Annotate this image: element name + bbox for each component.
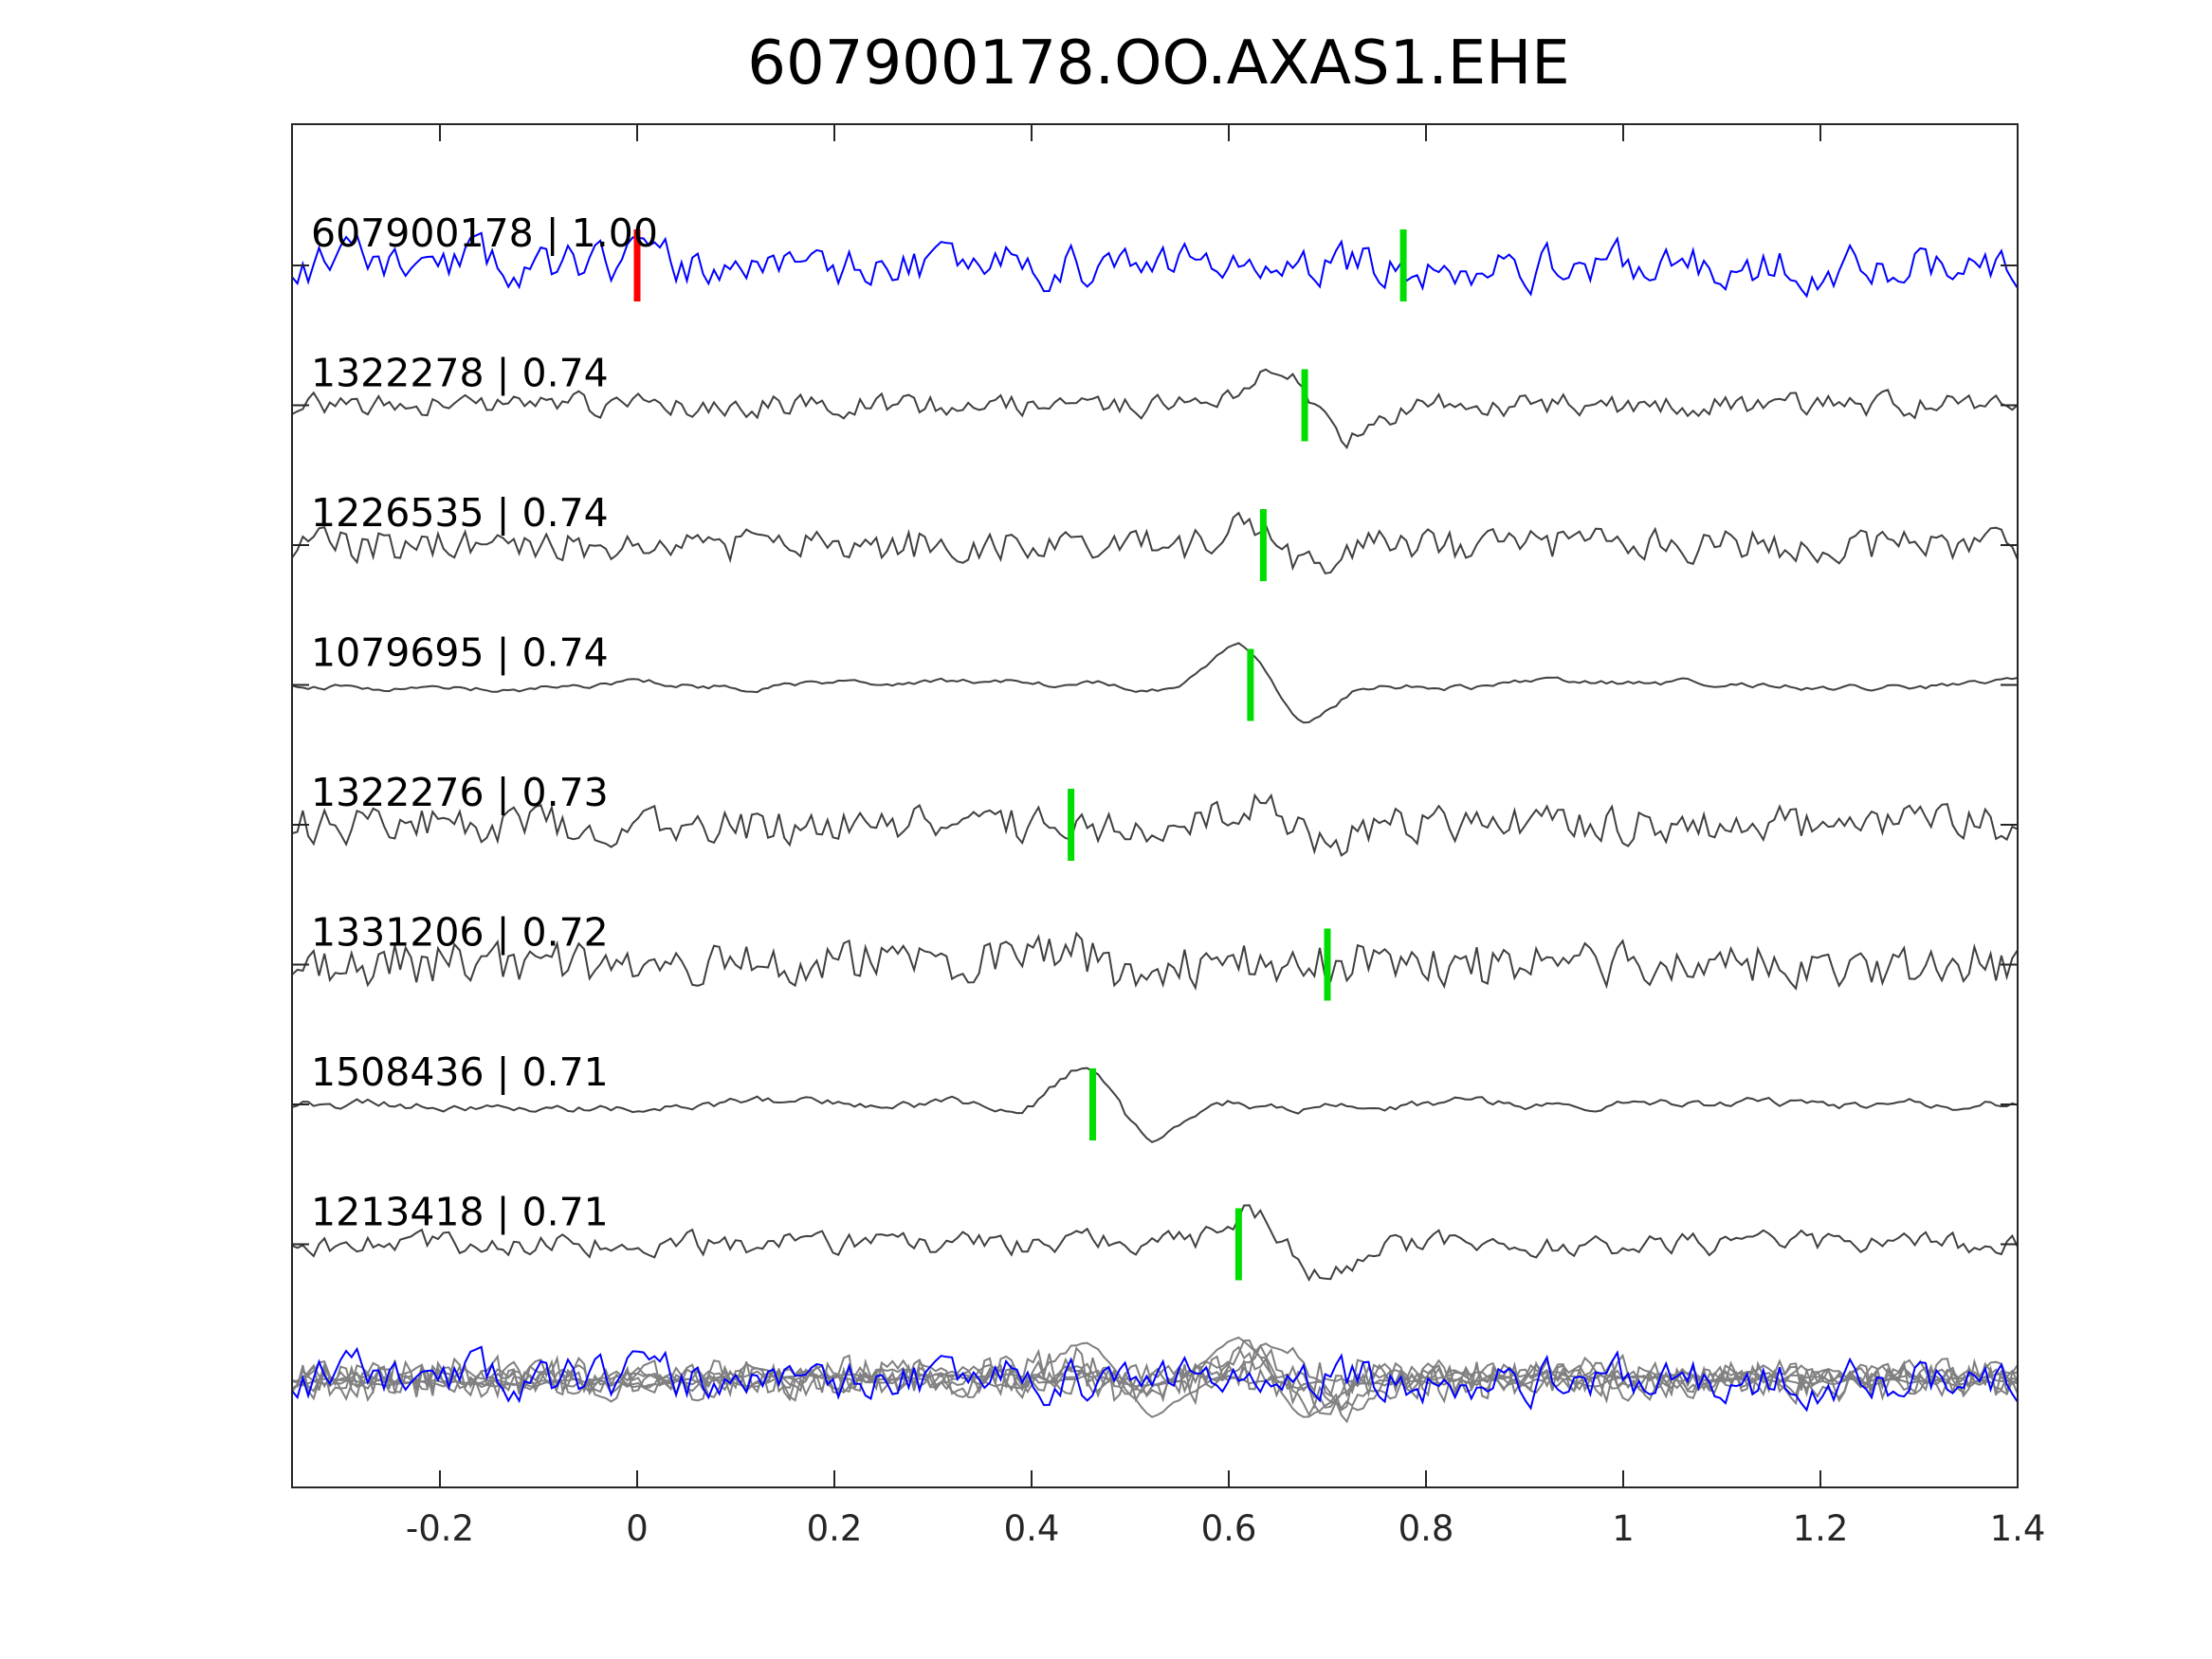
trace-label: 607900178 | 1.00 [311,210,658,256]
trace-labels: 607900178 | 1.00 1322278 | 0.74 1226535 | … [311,210,658,1235]
trace-label: 1079695 | 0.74 [311,630,609,676]
trace-label: 1226535 | 0.74 [311,490,609,536]
x-tick-label: 0.2 [807,1508,863,1549]
trace-line-2 [291,511,2019,574]
trace-label: 1213418 | 0.71 [311,1190,609,1235]
overlay-stack [291,1336,2019,1424]
overlay-trace-5 [291,1346,2019,1406]
trace-label: 1322276 | 0.73 [311,770,609,815]
trace-line-3 [291,642,2019,724]
traces-layer [291,231,2019,1283]
x-tick-label: 1.2 [1793,1508,1849,1549]
overlay-main-trace [291,1345,2019,1413]
trace-label: 1508436 | 0.71 [311,1049,609,1095]
x-tick-label: 0.6 [1201,1508,1257,1549]
trace-line-4 [291,793,2019,857]
x-axis: -0.2 0 0.2 0.4 0.6 0.8 1 1.2 1.4 [292,124,2045,1549]
trace-line-0 [291,231,2019,299]
trace-label: 1322278 | 0.74 [311,351,609,396]
trace-line-1 [291,368,2019,450]
trace-label: 1331206 | 0.72 [311,910,609,956]
trace-line-6 [291,1066,2019,1143]
chart-title: 607900178.OO.AXAS1.EHE [747,28,1569,99]
x-tick-label: -0.2 [406,1508,474,1549]
x-tick-label: 0.4 [1004,1508,1060,1549]
x-tick-label: 0 [626,1508,649,1549]
x-tick-label: 1 [1612,1508,1635,1549]
trace-line-7 [291,1204,2019,1283]
trace-line-5 [291,931,2019,992]
x-tick-label: 0.8 [1398,1508,1454,1549]
overlay-trace-7 [291,1339,2019,1417]
overlay-trace-6 [291,1341,2019,1418]
picks-layer [633,229,1407,1281]
x-tick-label: 1.4 [1990,1508,2046,1549]
axes-box [291,123,2019,1488]
